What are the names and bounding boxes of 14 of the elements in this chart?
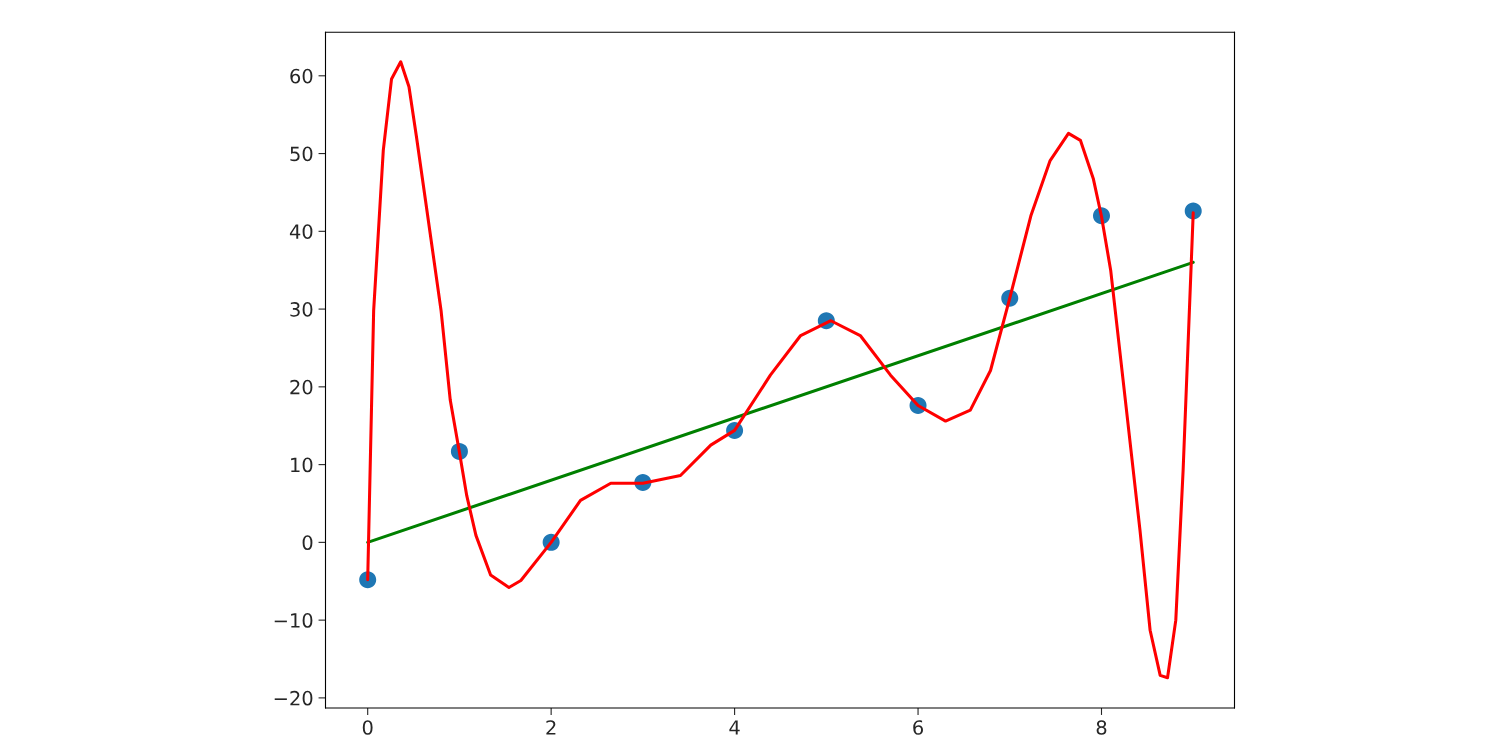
y-tick-label: 50 bbox=[290, 146, 313, 162]
y-tick-label: −20 bbox=[274, 690, 313, 706]
x-tick-label: 4 bbox=[729, 720, 740, 735]
x-tick-label: 8 bbox=[1096, 720, 1107, 735]
y-tick-label: 60 bbox=[290, 68, 313, 84]
y-tick-label: 0 bbox=[302, 535, 313, 551]
x-tick-label: 0 bbox=[362, 720, 373, 735]
x-tick-label: 2 bbox=[546, 720, 556, 735]
y-tick-label: 10 bbox=[291, 457, 313, 473]
x-tick-label: 6 bbox=[913, 720, 924, 735]
y-tick-label: 30 bbox=[290, 302, 313, 317]
y-tick-label: 20 bbox=[290, 379, 313, 395]
y-tick-label: 40 bbox=[289, 224, 313, 239]
y-tick-label: −10 bbox=[274, 613, 313, 628]
